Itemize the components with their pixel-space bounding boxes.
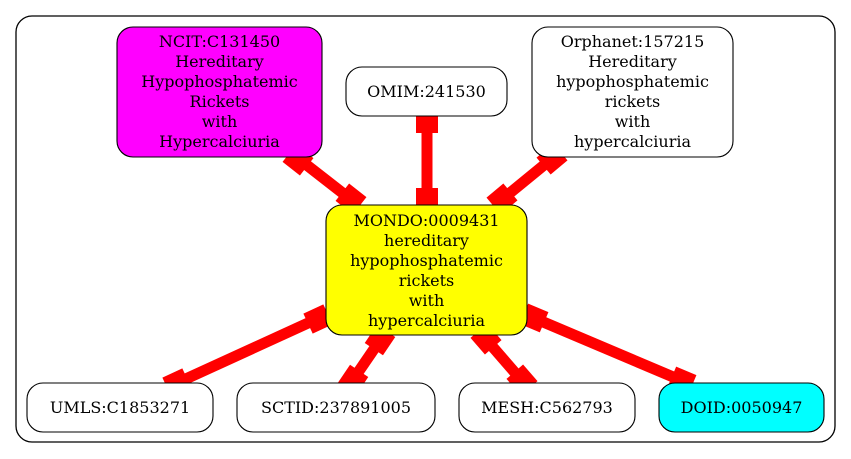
- node-label-line: DOID:0050947: [681, 398, 803, 417]
- node-label-line: SCTID:237891005: [261, 398, 411, 417]
- node-label-line: hypercalciuria: [574, 132, 691, 151]
- node-mesh-box: [458, 382, 636, 433]
- node-orphanet-label: Orphanet:157215 Hereditary hypophosphatemi…: [556, 32, 709, 151]
- node-label-line: Hereditary: [175, 52, 264, 71]
- node-omim-label: OMIM:241530: [367, 82, 486, 101]
- node-doid: DOID:0050947: [658, 382, 825, 433]
- nodes: NCIT:C131450 Hereditary Hypophosphatemic Ri…: [26, 26, 825, 433]
- node-label-line: Rickets: [190, 92, 250, 111]
- edge-end-marker: [303, 304, 333, 334]
- node-label-line: with: [409, 291, 445, 310]
- node-sctid: SCTID:237891005: [236, 382, 436, 433]
- node-label-line: Hereditary: [588, 52, 677, 71]
- node-label-line: hypercalciuria: [368, 311, 485, 330]
- node-label-line: Orphanet:157215: [561, 32, 705, 51]
- node-label-line: MESH:C562793: [481, 398, 613, 417]
- node-sctid-label: SCTID:237891005: [261, 398, 411, 417]
- node-label-line: UMLS:C1853271: [50, 398, 190, 417]
- node-center-mondo-box: [325, 204, 528, 336]
- node-label-line: hereditary: [384, 231, 469, 250]
- node-label-line: MONDO:0009431: [353, 211, 499, 230]
- node-label-line: hypophosphatemic: [350, 251, 503, 270]
- node-mesh: MESH:C562793: [458, 382, 636, 433]
- node-orphanet: Orphanet:157215 Hereditary hypophosphatemi…: [531, 26, 734, 158]
- node-label-line: with: [615, 112, 651, 131]
- node-orphanet-box: [531, 26, 734, 158]
- node-omim: OMIM:241530: [345, 66, 508, 117]
- node-doid-label: DOID:0050947: [681, 398, 803, 417]
- node-ncit: NCIT:C131450 Hereditary Hypophosphatemic Ri…: [116, 26, 323, 158]
- node-label-line: rickets: [605, 92, 661, 111]
- node-ncit-box: [116, 26, 323, 158]
- node-mesh-label: MESH:C562793: [481, 398, 613, 417]
- node-center-mondo: MONDO:0009431 hereditary hypophosphatemic r…: [325, 204, 528, 336]
- node-umls: UMLS:C1853271: [26, 382, 214, 433]
- node-label-line: Hypophosphatemic: [141, 72, 298, 91]
- node-doid-box: [658, 382, 825, 433]
- node-label-line: rickets: [399, 271, 455, 290]
- node-omim-box: [345, 66, 508, 117]
- node-sctid-box: [236, 382, 436, 433]
- node-label-line: hypophosphatemic: [556, 72, 709, 91]
- node-label-line: Hypercalciuria: [159, 132, 280, 151]
- node-label-line: with: [202, 112, 238, 131]
- node-label-line: NCIT:C131450: [159, 32, 280, 51]
- node-label-line: OMIM:241530: [367, 82, 486, 101]
- node-center-mondo-label: MONDO:0009431 hereditary hypophosphatemic r…: [350, 211, 503, 330]
- node-umls-label: UMLS:C1853271: [50, 398, 190, 417]
- node-ncit-label: NCIT:C131450 Hereditary Hypophosphatemic Ri…: [141, 32, 298, 151]
- node-umls-box: [26, 382, 214, 433]
